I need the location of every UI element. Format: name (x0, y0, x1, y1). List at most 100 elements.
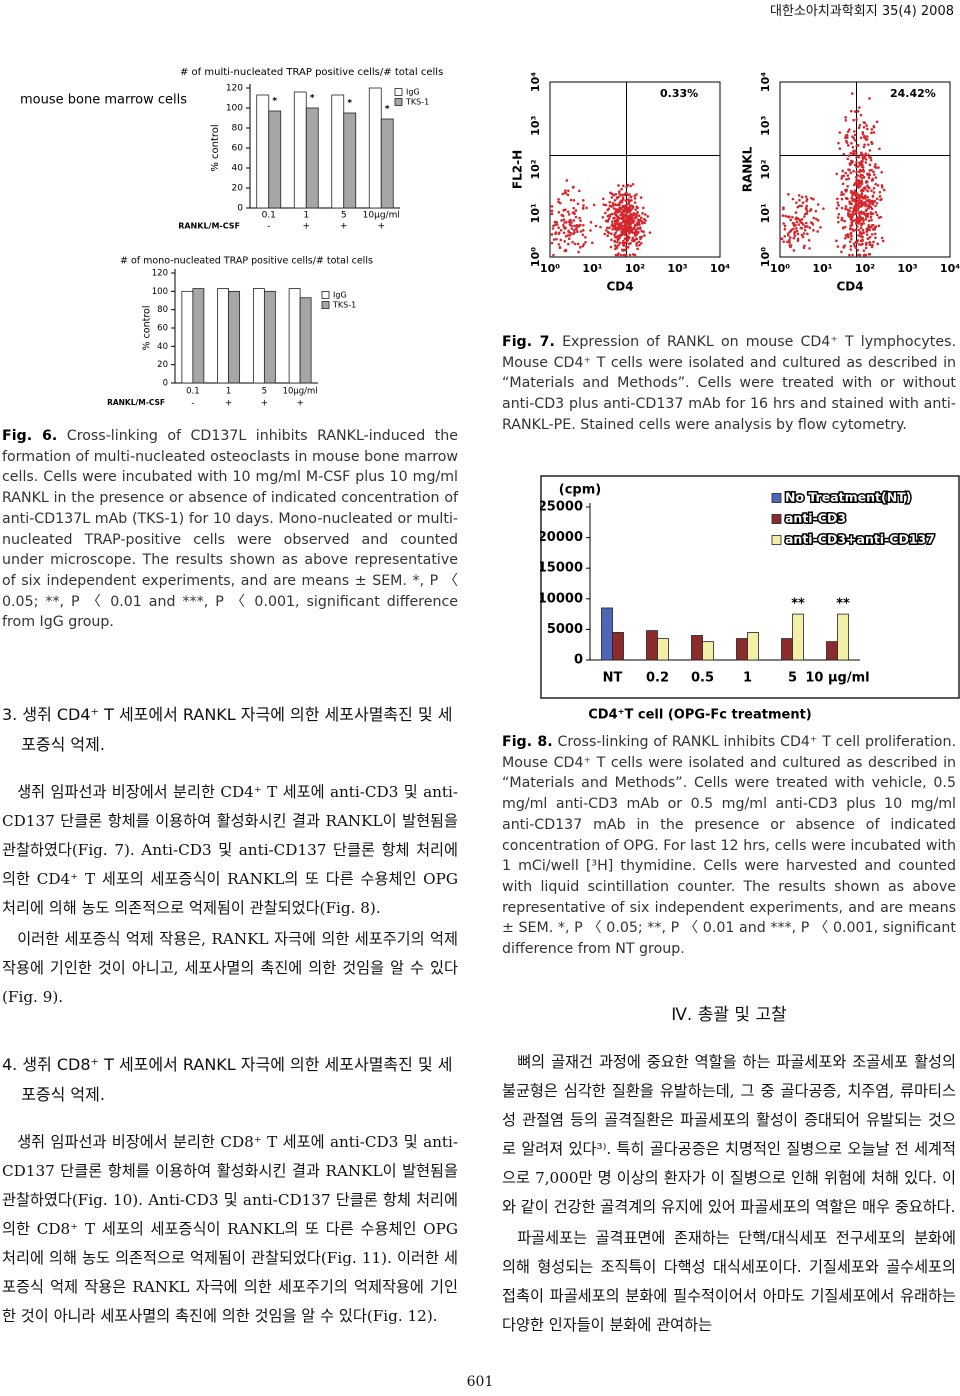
section-discussion: Ⅳ. 총괄 및 고찰 뼈의 골재건 과정에 중요한 역할을 하는 파골세포와 조… (502, 1000, 956, 1342)
event-dot (787, 234, 790, 237)
event-dot (856, 110, 860, 113)
event-dot (554, 231, 558, 234)
event-dot (809, 196, 813, 200)
event-dot (853, 204, 856, 208)
event-dot (614, 213, 618, 217)
event-dot (809, 208, 813, 211)
event-dot (859, 175, 862, 179)
event-dot (844, 116, 847, 119)
event-dot (872, 125, 876, 128)
bar (263, 290, 276, 384)
event-dot (628, 253, 632, 257)
event-dot (803, 244, 806, 248)
event-dot (614, 235, 617, 239)
event-dot (797, 194, 801, 197)
y-axis-label: RANKL (741, 146, 755, 192)
event-dot (854, 194, 858, 198)
significance-label: * (385, 105, 390, 115)
event-dot (844, 188, 847, 192)
event-dot (582, 243, 586, 246)
event-dot (857, 193, 860, 197)
event-dot (842, 193, 845, 196)
event-dot (846, 136, 849, 139)
event-dot (576, 230, 579, 234)
y-axis-label: % control (142, 306, 153, 351)
event-dot (632, 239, 636, 243)
event-dot (784, 214, 788, 218)
event-dot (646, 215, 650, 218)
event-dot (849, 171, 853, 175)
x-tick-label: 10⁴ (940, 262, 960, 275)
event-dot (577, 189, 581, 193)
bar (288, 288, 301, 384)
event-dot (573, 231, 576, 234)
event-dot (628, 236, 631, 239)
event-dot (856, 204, 860, 208)
event-dot (788, 236, 792, 239)
fig6-chart-multi: # of multi-nucleated TRAP positive cells… (20, 67, 443, 232)
event-dot (812, 197, 815, 201)
event-dot (582, 199, 585, 202)
event-dot (620, 211, 624, 214)
bar (252, 288, 265, 384)
event-dot (621, 198, 625, 201)
event-dot (875, 213, 879, 217)
event-dot (852, 219, 855, 223)
event-dot (624, 248, 627, 252)
event-dot (805, 197, 809, 201)
event-dot (856, 199, 859, 202)
legend-swatch (771, 493, 782, 503)
event-dot (837, 220, 840, 224)
treatment-sign: + (377, 222, 385, 232)
event-dot (634, 230, 637, 234)
event-dot (862, 222, 865, 225)
event-dot (614, 247, 617, 251)
event-dot (866, 189, 869, 193)
event-dot (861, 235, 864, 239)
event-dot (601, 215, 605, 219)
event-dot (846, 144, 850, 147)
event-dot (566, 210, 570, 214)
event-dot (804, 206, 808, 210)
event-dot (800, 226, 804, 230)
event-dot (801, 223, 805, 226)
event-dot (618, 210, 622, 213)
event-dot (569, 198, 573, 202)
event-dot (621, 196, 625, 199)
event-dot (857, 221, 860, 224)
event-dot (601, 197, 605, 201)
event-dot (849, 109, 853, 113)
event-dot (835, 239, 838, 243)
event-dot (866, 127, 869, 131)
event-dot (874, 225, 878, 228)
event-dot (854, 175, 858, 179)
event-dot (605, 226, 609, 230)
event-dot (569, 231, 572, 235)
event-dot (633, 234, 637, 237)
event-dot (639, 216, 643, 220)
event-dot (845, 141, 849, 144)
event-dot (577, 250, 580, 254)
event-dot (850, 224, 853, 227)
event-dot (873, 228, 877, 231)
event-dot (614, 253, 618, 257)
event-dot (614, 231, 617, 235)
event-dot (853, 110, 857, 113)
event-dot (628, 231, 631, 235)
event-dot (844, 233, 848, 237)
event-dot (837, 141, 840, 145)
bar (268, 110, 282, 209)
event-dot (798, 219, 802, 222)
event-dot (840, 197, 844, 201)
treatment-sign: + (340, 222, 348, 232)
event-dot (868, 241, 871, 244)
event-dot (843, 244, 847, 247)
paragraph: 뼈의 골재건 과정에 중요한 역할을 하는 파골세포와 조골세포 활성의 불균형… (502, 1053, 956, 1216)
treatment-sign: + (225, 399, 232, 409)
event-dot (849, 206, 852, 210)
event-dot (878, 147, 881, 151)
event-dot (622, 205, 625, 209)
x-tick-label: 10² (625, 262, 645, 275)
event-dot (861, 168, 865, 172)
event-dot (862, 121, 866, 124)
